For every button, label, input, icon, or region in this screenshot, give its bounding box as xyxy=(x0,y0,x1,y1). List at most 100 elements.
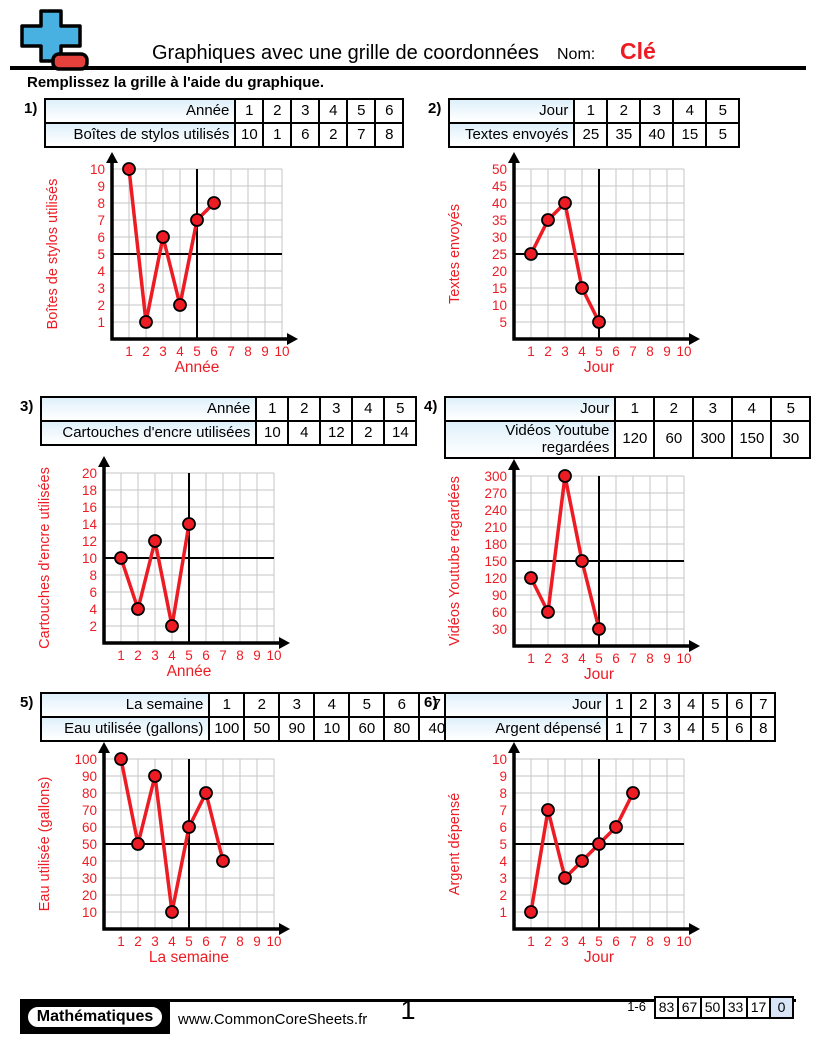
svg-text:8: 8 xyxy=(97,196,105,211)
svg-text:30: 30 xyxy=(492,622,507,637)
svg-text:30: 30 xyxy=(82,871,97,886)
table-cell: 5 xyxy=(383,396,418,422)
table-cell: 5 xyxy=(348,692,386,718)
table-cell: 3 xyxy=(319,396,354,422)
svg-text:150: 150 xyxy=(484,554,507,569)
svg-text:6: 6 xyxy=(202,648,210,663)
svg-text:30: 30 xyxy=(492,230,507,245)
table-cell: 3 xyxy=(654,692,681,718)
svg-text:8: 8 xyxy=(236,934,244,949)
table-cell: 14 xyxy=(383,420,418,446)
header-divider xyxy=(10,66,806,70)
y-axis-label: Argent dépensé xyxy=(447,793,463,895)
svg-text:10: 10 xyxy=(492,752,507,767)
svg-text:10: 10 xyxy=(492,298,507,313)
svg-text:8: 8 xyxy=(646,934,654,949)
y-axis-label: Boîtes de stylos utilisés xyxy=(45,179,61,330)
svg-text:20: 20 xyxy=(82,888,97,903)
svg-text:6: 6 xyxy=(89,585,97,600)
svg-text:9: 9 xyxy=(253,648,261,663)
svg-text:3: 3 xyxy=(561,934,569,949)
svg-text:3: 3 xyxy=(159,344,167,359)
svg-text:1: 1 xyxy=(527,934,535,949)
svg-text:6: 6 xyxy=(210,344,218,359)
svg-text:20: 20 xyxy=(82,466,97,481)
table-cell: 6 xyxy=(726,716,753,742)
table-cell: 150 xyxy=(731,420,773,459)
table-row-label: Jour xyxy=(448,98,576,124)
table-cell: 60 xyxy=(653,420,695,459)
table-cell: 1 xyxy=(208,692,246,718)
line-chart-4: 30 60 90 120 150 180 210 240 270 300 1 2 3 4 5 6 7 8 9 10 Jo… xyxy=(446,458,708,691)
svg-text:40: 40 xyxy=(492,196,507,211)
svg-text:3: 3 xyxy=(97,281,105,296)
svg-text:2: 2 xyxy=(89,619,97,634)
svg-text:5: 5 xyxy=(595,344,603,359)
svg-text:7: 7 xyxy=(499,803,507,818)
table-row-label: Jour xyxy=(444,396,617,422)
svg-text:2: 2 xyxy=(142,344,150,359)
svg-text:10: 10 xyxy=(274,344,289,359)
svg-text:2: 2 xyxy=(134,648,142,663)
table-cell: 1 xyxy=(573,98,609,124)
svg-text:3: 3 xyxy=(561,344,569,359)
page-number: 1 xyxy=(400,995,416,1025)
problem-table: Année 1 2 3 4 5 6 Boîtes de stylos utilisés 10 1 6… xyxy=(44,98,405,148)
svg-text:1: 1 xyxy=(499,905,507,920)
svg-text:10: 10 xyxy=(82,905,97,920)
table-cell: 2 xyxy=(351,420,386,446)
svg-text:1: 1 xyxy=(527,344,535,359)
svg-text:10: 10 xyxy=(266,648,281,663)
x-axis-label: Jour xyxy=(584,666,614,683)
svg-text:10: 10 xyxy=(266,934,281,949)
table-cell: 8 xyxy=(374,122,405,148)
svg-text:16: 16 xyxy=(82,500,97,515)
svg-text:6: 6 xyxy=(97,230,105,245)
svg-text:5: 5 xyxy=(595,651,603,666)
table-cell: 5 xyxy=(702,692,729,718)
svg-text:4: 4 xyxy=(168,648,176,663)
table-cell: 6 xyxy=(726,692,753,718)
svg-text:4: 4 xyxy=(176,344,184,359)
table-cell: 5 xyxy=(346,98,377,124)
table-cell: 4 xyxy=(313,692,351,718)
problem-table: Jour 1 2 3 4 5 Vidéos Youtube regardées 120 60 30… xyxy=(444,396,812,459)
svg-text:4: 4 xyxy=(97,264,105,279)
problem-number: 5) xyxy=(20,694,34,711)
svg-text:4: 4 xyxy=(168,934,176,949)
svg-text:3: 3 xyxy=(151,648,159,663)
problem-table: Année 1 2 3 4 5 Cartouches d'encre utilisées 10… xyxy=(40,396,418,446)
svg-text:6: 6 xyxy=(499,820,507,835)
data-table-3: Année 1 2 3 4 5 Cartouches d'encre utilisées 10… xyxy=(40,396,418,446)
svg-text:10: 10 xyxy=(90,162,105,177)
x-axis-label: Jour xyxy=(584,359,614,376)
table-cell: 2 xyxy=(262,98,293,124)
score-cell: 50 xyxy=(700,996,725,1019)
svg-text:3: 3 xyxy=(151,934,159,949)
svg-text:70: 70 xyxy=(82,803,97,818)
table-row-label: Boîtes de stylos utilisés xyxy=(44,122,237,148)
problem-1: 1) Année 1 2 3 4 5 6 Boîtes de stylos utilisés 1… xyxy=(24,98,405,148)
table-cell: 3 xyxy=(278,692,316,718)
line-chart: 30 60 90 120 150 180 210 240 270 300 1 2 3 4 5 6 7 8 9 10 Jo… xyxy=(447,459,700,683)
line-chart-2: 5 10 15 20 25 30 35 40 45 50 1 2 3 4 5 6 7 8 9 10 Jour Textes… xyxy=(446,151,708,384)
svg-text:6: 6 xyxy=(612,344,620,359)
table-cell: 100 xyxy=(208,716,246,742)
svg-text:1: 1 xyxy=(117,934,125,949)
table-cell: 15 xyxy=(672,122,708,148)
problem-3: 3) Année 1 2 3 4 5 Cartouches d'encre utilisée… xyxy=(20,396,418,446)
problem-number: 6) xyxy=(424,694,438,711)
svg-text:270: 270 xyxy=(484,486,507,501)
x-axis-label: Année xyxy=(167,663,212,680)
table-cell: 2 xyxy=(243,692,281,718)
svg-text:1: 1 xyxy=(527,651,535,666)
table-row-label: Eau utilisée (gallons) xyxy=(40,716,211,742)
table-cell: 2 xyxy=(653,396,695,422)
table-row-label: Année xyxy=(40,396,258,422)
svg-text:4: 4 xyxy=(499,854,507,869)
svg-text:9: 9 xyxy=(253,934,261,949)
svg-text:300: 300 xyxy=(484,469,507,484)
table-cell: 300 xyxy=(692,420,734,459)
svg-text:60: 60 xyxy=(492,605,507,620)
